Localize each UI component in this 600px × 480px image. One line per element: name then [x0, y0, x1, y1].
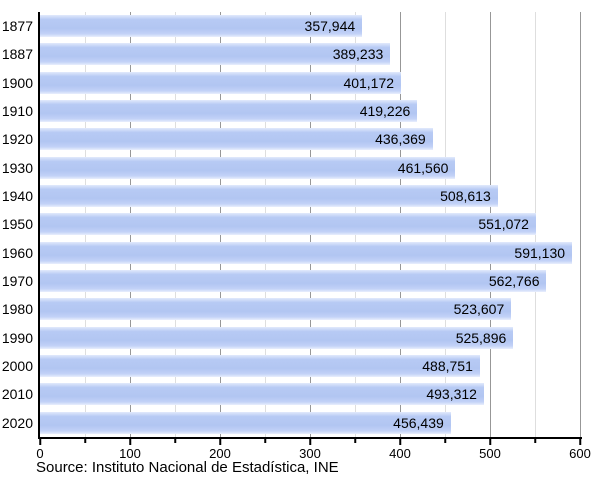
y-axis-label: 1970: [1, 273, 33, 290]
bar-value-label: 401,172: [343, 74, 395, 91]
bar-row: 419,226: [40, 97, 580, 125]
y-axis-label: 1887: [1, 46, 33, 63]
bar-value-label: 357,944: [304, 18, 356, 35]
bar-row: 401,172: [40, 69, 580, 97]
bars-container: 357,944 389,233 401,172 419,226 436,369 461,5…: [40, 12, 580, 437]
x-axis-tick-label: 300: [299, 446, 321, 461]
gridline-major: [580, 12, 581, 437]
bar-row: 456,439: [40, 409, 580, 437]
x-axis-tick: [579, 439, 581, 445]
bar-row: 551,072: [40, 210, 580, 238]
y-axis-label: 1990: [1, 329, 33, 346]
x-axis-tick: [129, 439, 131, 445]
y-axis-label: 1960: [1, 244, 33, 261]
y-axis-label: 1930: [1, 159, 33, 176]
bar-1887: 389,233: [40, 43, 391, 66]
x-axis-tick: [399, 439, 401, 445]
bar-1970: 562,766: [40, 270, 547, 293]
x-axis-tick-label: 400: [389, 446, 411, 461]
bar-value-label: 523,607: [453, 301, 505, 318]
y-axis-line: [38, 12, 40, 439]
bar-value-label: 456,439: [393, 414, 444, 431]
x-axis-tick: [39, 439, 41, 445]
x-axis-tick-label: 500: [479, 446, 501, 461]
source-note: Source: Instituto Nacional de Estadístic…: [36, 459, 339, 476]
x-axis-tick: [444, 439, 446, 443]
x-axis-tick: [534, 439, 536, 443]
bar-row: 525,896: [40, 324, 580, 352]
bar-value-label: 551,072: [478, 216, 529, 233]
x-axis-ticks: [39, 439, 581, 447]
bar-row: 389,233: [40, 40, 580, 68]
y-axis-labels: 1877 1887 1900 1910 1920 1930 1940 1950 1960 1970…: [0, 12, 33, 437]
y-axis-label: 1877: [1, 18, 33, 35]
y-axis-label: 2000: [1, 358, 33, 375]
bar-1930: 461,560: [40, 156, 456, 179]
y-axis-label: 1920: [1, 131, 33, 148]
bar-value-label: 461,560: [397, 159, 449, 176]
bar-1910: 419,226: [40, 100, 418, 123]
y-axis-label: 1940: [1, 188, 33, 205]
y-axis-label: 2010: [1, 386, 33, 403]
x-axis-tick-label: 600: [569, 446, 591, 461]
bar-1900: 401,172: [40, 71, 402, 94]
x-axis-tick-label: 0: [36, 446, 44, 461]
bar-1960: 591,130: [40, 241, 573, 264]
x-axis-tick-label: 100: [119, 446, 141, 461]
bar-1920: 436,369: [40, 128, 433, 151]
bar-value-label: 389,233: [332, 46, 384, 63]
x-axis-line: [38, 437, 582, 439]
bar-row: 357,944: [40, 12, 580, 40]
bar-2000: 488,751: [40, 355, 480, 378]
bar-row: 562,766: [40, 267, 580, 295]
bar-row: 591,130: [40, 239, 580, 267]
bar-row: 508,613: [40, 182, 580, 210]
bar-value-label: 591,130: [514, 244, 566, 261]
bar-value-label: 493,312: [426, 386, 477, 403]
bar-1980: 523,607: [40, 298, 512, 321]
bar-value-label: 508,613: [440, 188, 491, 205]
bar-1990: 525,896: [40, 326, 514, 349]
plot-area: 357,944 389,233 401,172 419,226 436,369 461,5…: [40, 12, 581, 437]
bar-value-label: 525,896: [455, 329, 507, 346]
x-axis-tick: [174, 439, 176, 443]
bar-2020: 456,439: [40, 411, 451, 434]
y-axis-label: 1900: [1, 74, 33, 91]
bar-value-label: 436,369: [375, 131, 426, 148]
x-axis-tick: [84, 439, 86, 443]
x-axis-tick-labels: 0 100 200 300 400 500 600: [36, 446, 590, 461]
bar-row: 436,369: [40, 125, 580, 153]
y-axis-label: 1910: [1, 103, 33, 120]
x-axis-tick: [489, 439, 491, 445]
bar-row: 523,607: [40, 295, 580, 323]
y-axis-label: 1980: [1, 301, 33, 318]
bar-value-label: 488,751: [422, 358, 473, 375]
bar-1950: 551,072: [40, 213, 536, 236]
bar-1877: 357,944: [40, 15, 363, 38]
bar-1940: 508,613: [40, 185, 498, 208]
bar-2010: 493,312: [40, 383, 484, 406]
bar-row: 493,312: [40, 380, 580, 408]
x-axis-tick-label: 200: [209, 446, 231, 461]
x-axis-tick: [354, 439, 356, 443]
x-axis-tick: [264, 439, 266, 443]
bar-value-label: 562,766: [488, 273, 540, 290]
bar-row: 461,560: [40, 154, 580, 182]
x-axis-tick: [219, 439, 221, 445]
y-axis-label: 2020: [1, 414, 33, 431]
x-axis-tick: [309, 439, 311, 445]
bar-row: 488,751: [40, 352, 580, 380]
bar-value-label: 419,226: [359, 103, 411, 120]
y-axis-label: 1950: [1, 216, 33, 233]
